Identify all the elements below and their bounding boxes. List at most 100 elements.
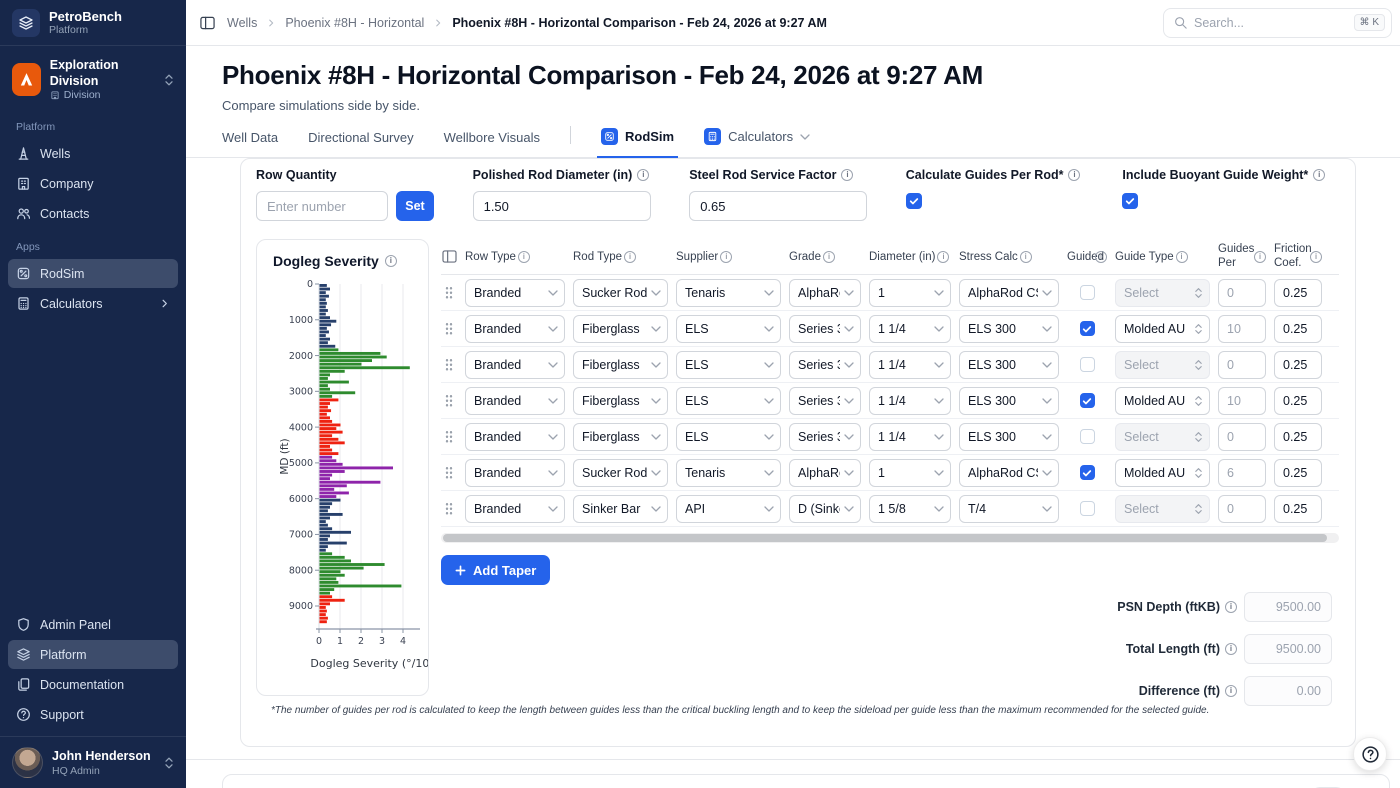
friction-coef-input[interactable] (1274, 314, 1322, 343)
guide-type-select[interactable]: Select (1115, 278, 1210, 307)
supplier-select[interactable]: ELS (676, 386, 781, 415)
guided-checkbox[interactable] (1079, 393, 1095, 408)
grade-select[interactable]: AlphaRod (789, 278, 861, 307)
drag-handle[interactable] (445, 502, 453, 515)
steel-rod-service-factor-input[interactable] (689, 191, 868, 221)
drag-handle[interactable] (445, 430, 453, 443)
team-switcher[interactable]: Exploration Division Division (0, 46, 186, 109)
search-box[interactable]: ⌘ K (1163, 7, 1392, 38)
guides-per-input[interactable] (1218, 314, 1266, 343)
drag-handle[interactable] (445, 466, 453, 479)
guide-type-select[interactable]: Molded AU (1115, 314, 1210, 343)
sidebar-item-platform[interactable]: Platform (8, 640, 178, 669)
drag-handle[interactable] (445, 286, 453, 299)
sidebar-item-admin-panel[interactable]: Admin Panel (8, 610, 178, 639)
grade-select[interactable]: Series 3 (789, 386, 861, 415)
guided-checkbox[interactable] (1079, 285, 1095, 300)
grade-select[interactable]: Series 3 (789, 314, 861, 343)
total-value-input[interactable] (1244, 592, 1332, 622)
guides-per-input[interactable] (1218, 422, 1266, 451)
row-type-select[interactable]: Branded (465, 278, 565, 307)
add-taper-button[interactable]: Add Taper (441, 555, 551, 585)
row-type-select[interactable]: Branded (465, 350, 565, 379)
guides-per-input[interactable] (1218, 278, 1266, 307)
friction-coef-input[interactable] (1274, 350, 1322, 379)
breadcrumb-item[interactable]: Phoenix #8H - Horizontal (285, 15, 425, 30)
friction-coef-input[interactable] (1274, 278, 1322, 307)
scrollbar-thumb[interactable] (443, 534, 1327, 542)
drag-handle[interactable] (445, 322, 453, 335)
supplier-select[interactable]: Tenaris (676, 278, 781, 307)
guided-checkbox[interactable] (1079, 465, 1095, 480)
sidebar-item-calculators[interactable]: Calculators (8, 289, 178, 318)
guided-checkbox[interactable] (1079, 429, 1095, 444)
friction-coef-input[interactable] (1274, 458, 1322, 487)
stress-calc-select[interactable]: ELS 300 (959, 386, 1059, 415)
breadcrumb-item[interactable]: Wells (227, 15, 258, 30)
row-type-select[interactable]: Branded (465, 422, 565, 451)
rod-type-select[interactable]: Sucker Rod (573, 278, 668, 307)
rod-type-select[interactable]: Sucker Rod (573, 458, 668, 487)
tab-wellbore-visuals[interactable]: Wellbore Visuals (444, 123, 540, 157)
guided-checkbox[interactable] (1079, 357, 1095, 372)
brand[interactable]: PetroBench Platform (0, 0, 186, 46)
diameter-select[interactable]: 1 (869, 278, 951, 307)
drag-handle[interactable] (445, 394, 453, 407)
friction-coef-input[interactable] (1274, 422, 1322, 451)
diameter-select[interactable]: 1 1/4 (869, 314, 951, 343)
drag-handle[interactable] (445, 358, 453, 371)
calc-guides-checkbox[interactable] (905, 193, 922, 209)
guides-per-input[interactable] (1218, 494, 1266, 523)
rod-type-select[interactable]: Sinker Bar (573, 494, 668, 523)
total-value-input[interactable] (1244, 634, 1332, 664)
row-type-select[interactable]: Branded (465, 458, 565, 487)
guided-checkbox[interactable] (1079, 321, 1095, 336)
grade-select[interactable]: Series 3 (789, 422, 861, 451)
total-value-input[interactable] (1244, 676, 1332, 706)
rod-type-select[interactable]: Fiberglass (573, 314, 668, 343)
sidebar-item-support[interactable]: Support (8, 700, 178, 729)
guides-per-input[interactable] (1218, 350, 1266, 379)
help-button[interactable] (1353, 737, 1387, 771)
grade-select[interactable]: AlphaRod (789, 458, 861, 487)
rod-type-select[interactable]: Fiberglass (573, 422, 668, 451)
diameter-select[interactable]: 1 1/4 (869, 386, 951, 415)
sidebar-item-wells[interactable]: Wells (8, 139, 178, 168)
supplier-select[interactable]: ELS (676, 314, 781, 343)
sidebar-item-company[interactable]: Company (8, 169, 178, 198)
sidebar-item-contacts[interactable]: Contacts (8, 199, 178, 228)
supplier-select[interactable]: ELS (676, 350, 781, 379)
guide-type-select[interactable]: Select (1115, 350, 1210, 379)
row-type-select[interactable]: Branded (465, 314, 565, 343)
sidebar-item-documentation[interactable]: Documentation (8, 670, 178, 699)
supplier-select[interactable]: API (676, 494, 781, 523)
guide-type-select[interactable]: Molded AU (1115, 458, 1210, 487)
row-type-select[interactable]: Branded (465, 386, 565, 415)
guides-per-input[interactable] (1218, 386, 1266, 415)
sidebar-toggle-icon[interactable] (200, 16, 215, 30)
friction-coef-input[interactable] (1274, 494, 1322, 523)
supplier-select[interactable]: Tenaris (676, 458, 781, 487)
grade-select[interactable]: Series 3 (789, 350, 861, 379)
tab-directional-survey[interactable]: Directional Survey (308, 123, 414, 157)
polished-rod-diameter-select[interactable]: 1.50 (472, 191, 651, 221)
grade-select[interactable]: D (Sinker) (789, 494, 861, 523)
guided-checkbox[interactable] (1079, 501, 1095, 516)
diameter-select[interactable]: 1 (869, 458, 951, 487)
stress-calc-select[interactable]: AlphaRod CS (959, 278, 1059, 307)
stress-calc-select[interactable]: T/4 (959, 494, 1059, 523)
set-button[interactable]: Set (396, 191, 434, 221)
rod-type-select[interactable]: Fiberglass (573, 386, 668, 415)
guide-type-select[interactable]: Select (1115, 494, 1210, 523)
tab-well-data[interactable]: Well Data (222, 123, 278, 157)
guides-per-input[interactable] (1218, 458, 1266, 487)
stress-calc-select[interactable]: ELS 300 (959, 314, 1059, 343)
tab-calculators[interactable]: Calculators (704, 121, 810, 157)
guide-type-select[interactable]: Select (1115, 422, 1210, 451)
guide-type-select[interactable]: Molded AU (1115, 386, 1210, 415)
buoyant-checkbox[interactable] (1122, 193, 1139, 209)
search-input[interactable] (1194, 15, 1347, 30)
friction-coef-input[interactable] (1274, 386, 1322, 415)
diameter-select[interactable]: 1 5/8 (869, 494, 951, 523)
tab-rodsim[interactable]: RodSim (596, 121, 679, 158)
